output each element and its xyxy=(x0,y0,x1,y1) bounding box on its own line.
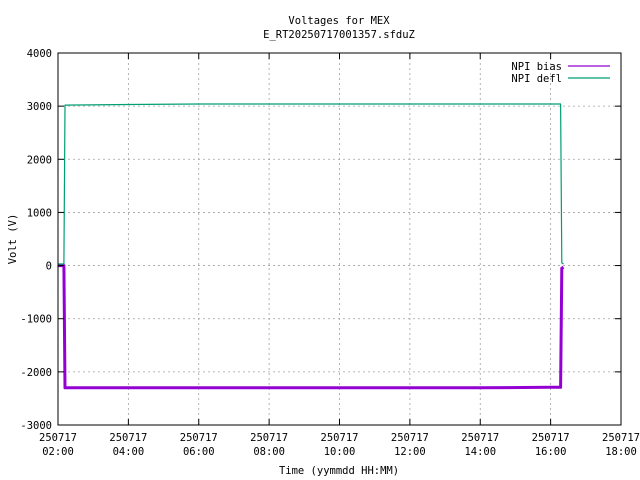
x-tick-date-label: 250717 xyxy=(602,432,640,444)
x-tick-date-label: 250717 xyxy=(461,432,499,444)
y-tick-label: -2000 xyxy=(20,367,52,379)
x-tick-date-label: 250717 xyxy=(321,432,359,444)
series-layer xyxy=(58,103,565,390)
legend-label: NPI defl xyxy=(511,73,562,85)
x-tick-date-label: 250717 xyxy=(532,432,570,444)
x-tick-time-label: 04:00 xyxy=(113,446,145,458)
x-tick-time-label: 16:00 xyxy=(535,446,567,458)
y-axis-label: Volt (V) xyxy=(7,214,19,265)
x-tick-time-label: 14:00 xyxy=(464,446,496,458)
x-tick-date-label: 250717 xyxy=(180,432,218,444)
x-tick-time-label: 10:00 xyxy=(324,446,356,458)
x-tick-time-label: 18:00 xyxy=(605,446,637,458)
y-axis-ticks: -3000 -2000 -1000 0 1000 2000 3000 4000 xyxy=(20,48,621,432)
x-tick-time-label: 02:00 xyxy=(42,446,74,458)
y-tick-label: -3000 xyxy=(20,420,52,432)
y-tick-label: 3000 xyxy=(27,101,52,113)
chart-subtitle: E_RT20250717001357.sfduZ xyxy=(263,29,415,41)
x-axis-ticks: 250717 02:00 250717 04:00 250717 06:00 250717 0… xyxy=(39,53,640,458)
x-tick-date-label: 250717 xyxy=(250,432,288,444)
y-tick-label: 1000 xyxy=(27,207,52,219)
legend-label: NPI bias xyxy=(511,61,562,73)
series-line-npi-defl xyxy=(58,103,564,265)
x-tick-time-label: 08:00 xyxy=(253,446,285,458)
series-line-npi-bias xyxy=(58,264,565,390)
y-tick-label: 4000 xyxy=(27,48,52,60)
x-axis-label: Time (yymmdd HH:MM) xyxy=(279,465,399,477)
x-tick-date-label: 250717 xyxy=(39,432,77,444)
grid xyxy=(58,53,621,425)
chart-title: Voltages for MEX xyxy=(288,15,390,27)
y-tick-label: 2000 xyxy=(27,154,52,166)
x-tick-date-label: 250717 xyxy=(391,432,429,444)
y-tick-label: -1000 xyxy=(20,314,52,326)
x-tick-time-label: 12:00 xyxy=(394,446,426,458)
x-tick-time-label: 06:00 xyxy=(183,446,215,458)
y-tick-label: 0 xyxy=(46,261,52,273)
x-tick-date-label: 250717 xyxy=(109,432,147,444)
